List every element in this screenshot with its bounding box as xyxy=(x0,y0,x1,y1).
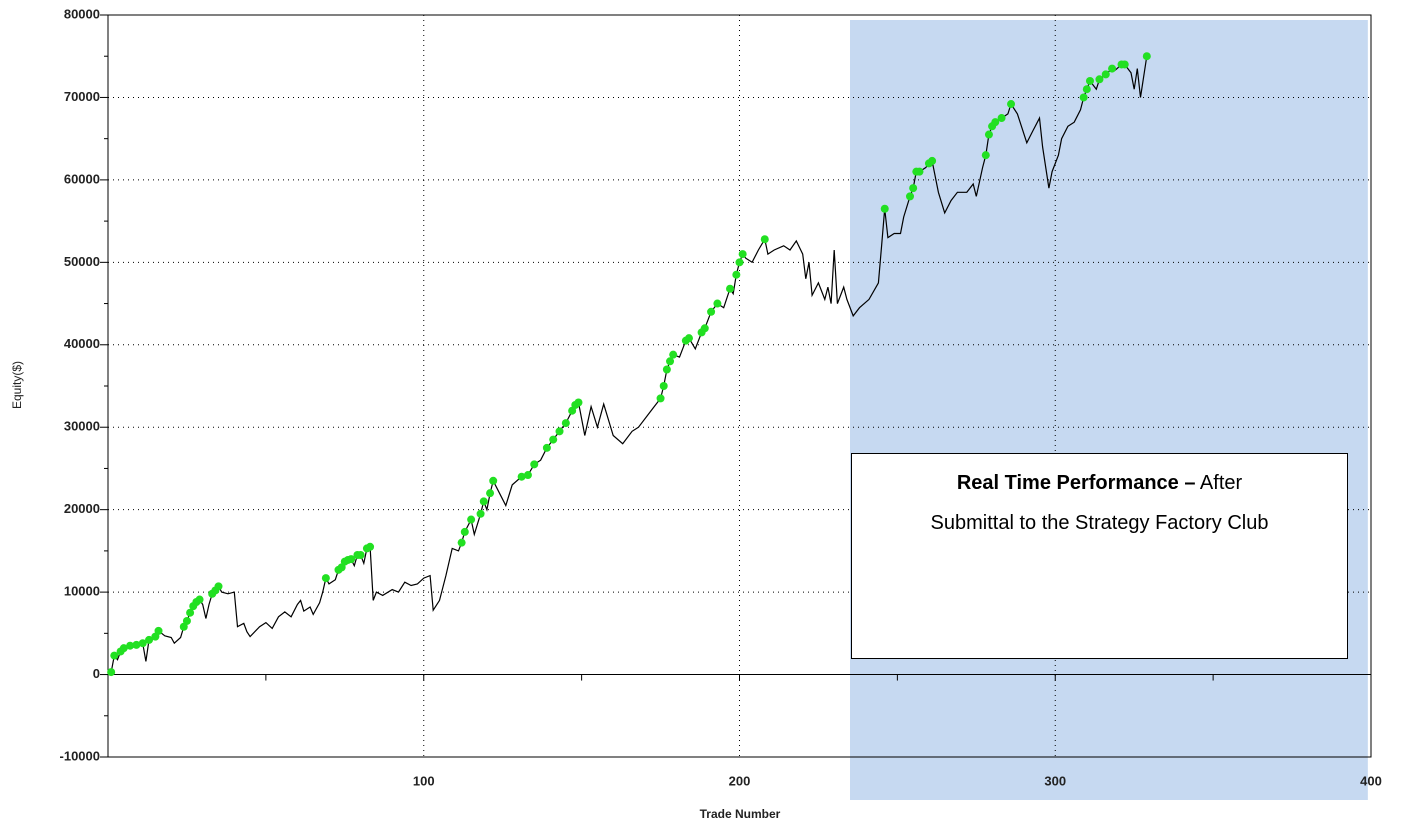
x-tick-label: 100 xyxy=(413,773,435,788)
data-point xyxy=(467,515,476,524)
x-tick-label: 300 xyxy=(1044,773,1066,788)
data-point xyxy=(1085,76,1094,85)
data-point xyxy=(984,130,993,139)
y-tick-label: 30000 xyxy=(64,419,100,434)
data-point xyxy=(738,250,747,259)
data-point xyxy=(561,419,570,428)
annotation-bold: Real Time Performance – xyxy=(956,472,1196,494)
data-point xyxy=(915,167,924,176)
data-point xyxy=(981,151,990,160)
x-axis-label: Trade Number xyxy=(700,807,781,821)
x-tick-label: 200 xyxy=(729,773,751,788)
data-point xyxy=(1095,75,1104,84)
data-point xyxy=(735,258,744,267)
data-point xyxy=(119,644,128,653)
data-point xyxy=(574,398,583,407)
data-point xyxy=(195,595,204,604)
data-point xyxy=(928,156,937,165)
data-point xyxy=(1142,52,1151,61)
data-point xyxy=(366,542,375,551)
data-point xyxy=(530,460,539,469)
data-point xyxy=(656,394,665,403)
highlight-region xyxy=(850,20,1368,800)
data-point xyxy=(476,509,485,518)
data-point xyxy=(107,668,116,677)
data-point xyxy=(1120,60,1129,69)
data-point xyxy=(347,555,356,564)
data-point xyxy=(542,443,551,452)
x-tick-label: 400 xyxy=(1360,773,1382,788)
data-point xyxy=(138,639,147,648)
data-point xyxy=(486,489,495,498)
y-tick-label: 0 xyxy=(93,666,100,681)
data-point xyxy=(707,307,716,316)
annotation-text: After xyxy=(1199,472,1243,494)
data-point xyxy=(700,324,709,333)
data-point xyxy=(145,635,154,644)
data-point xyxy=(726,284,735,293)
data-point xyxy=(517,472,526,481)
data-point xyxy=(460,527,469,536)
y-tick-label: 50000 xyxy=(64,254,100,269)
data-point xyxy=(991,118,1000,127)
data-point xyxy=(669,350,678,359)
data-point xyxy=(662,365,671,374)
data-point xyxy=(1007,100,1016,109)
data-point xyxy=(713,299,722,308)
y-tick-label: 60000 xyxy=(64,171,100,186)
plot-frame xyxy=(107,14,1372,758)
data-point xyxy=(110,651,119,660)
data-point xyxy=(214,582,223,591)
data-point xyxy=(489,476,498,485)
y-tick-label: 20000 xyxy=(64,501,100,516)
data-point xyxy=(997,114,1006,123)
data-point xyxy=(182,616,191,625)
data-point xyxy=(684,334,693,343)
data-point xyxy=(523,471,532,480)
equity-line xyxy=(107,56,1148,676)
data-point xyxy=(880,204,889,213)
data-point xyxy=(457,538,466,547)
data-point xyxy=(909,184,918,193)
data-point xyxy=(1082,85,1091,94)
data-point xyxy=(132,640,141,649)
data-point xyxy=(666,357,675,366)
y-tick-label: 40000 xyxy=(64,336,100,351)
data-point xyxy=(659,382,668,390)
data-point xyxy=(479,497,488,506)
y-tick-label: -10000 xyxy=(60,748,100,763)
data-point xyxy=(555,427,564,436)
data-point xyxy=(906,192,915,201)
data-point xyxy=(1079,93,1088,102)
y-axis-label: Equity($) xyxy=(10,361,24,409)
data-point xyxy=(186,608,195,617)
annotation-text: Submittal to the Strategy Factory Club xyxy=(930,512,1269,534)
data-point xyxy=(126,641,135,650)
data-point xyxy=(154,626,163,635)
data-point xyxy=(549,435,558,444)
y-tick-label: 10000 xyxy=(64,584,100,599)
data-point xyxy=(321,574,330,583)
data-point xyxy=(1108,64,1117,73)
data-point xyxy=(732,270,741,279)
data-point xyxy=(356,551,365,560)
data-point xyxy=(760,235,769,244)
annotation-box: Real Time Performance – After Submittal t… xyxy=(851,453,1348,659)
data-point xyxy=(1101,70,1110,79)
y-tick-label: 80000 xyxy=(64,6,100,21)
y-tick-label: 70000 xyxy=(64,89,100,104)
